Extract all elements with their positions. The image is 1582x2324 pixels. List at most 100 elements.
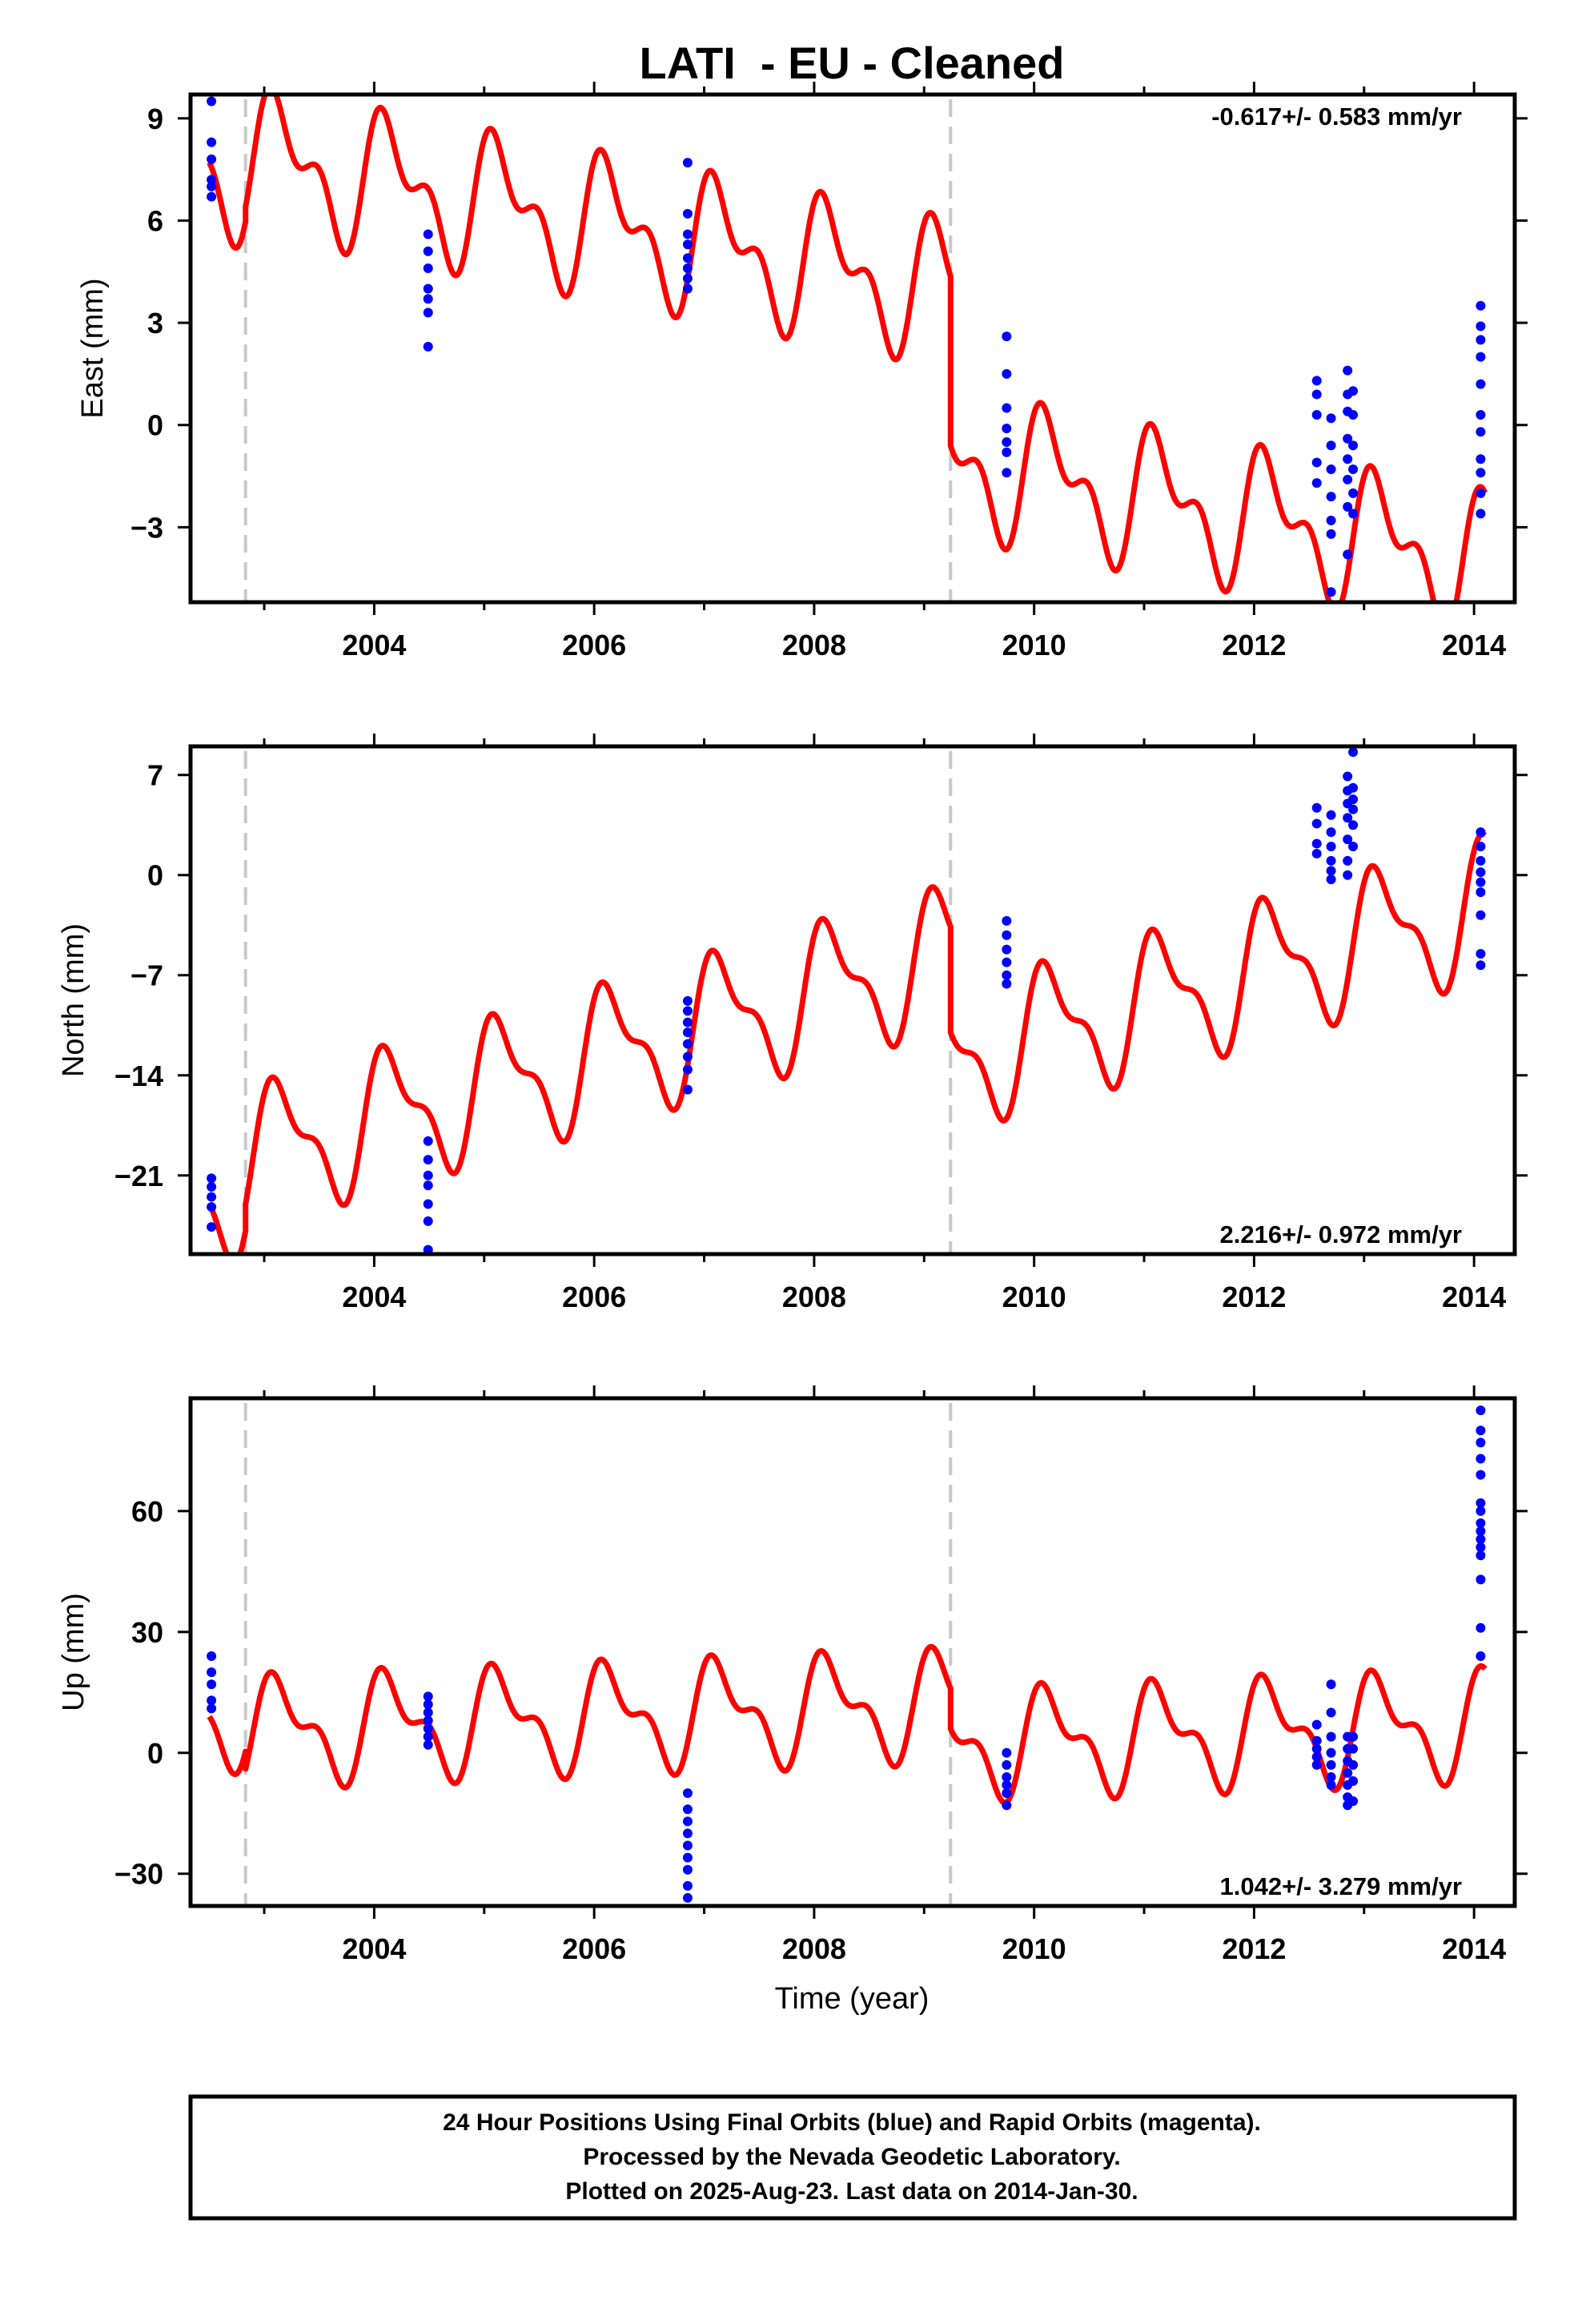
north-data-point-48 [1348, 820, 1359, 830]
up-data-point-4 [207, 1695, 217, 1706]
up-data-point-7 [423, 1699, 433, 1710]
east-data-point-45 [1343, 454, 1353, 464]
north-y-tick-label-2: 0 [147, 859, 163, 892]
up-data-point-52 [1476, 1405, 1486, 1416]
up-x-tick-label-2014: 2014 [1442, 1932, 1506, 1965]
up-data-point-10 [423, 1723, 433, 1734]
up-data-point-34 [1326, 1707, 1336, 1718]
east-x-tick-label-2010: 2010 [1002, 629, 1066, 661]
up-data-point-25 [1002, 1780, 1012, 1791]
east-data-point-65 [1476, 509, 1486, 519]
up-data-point-23 [1002, 1759, 1012, 1770]
up-data-point-35 [1326, 1731, 1336, 1742]
east-data-point-49 [1348, 386, 1359, 396]
east-data-point-7 [423, 229, 433, 239]
north-data-point-58 [1476, 960, 1486, 971]
footer-line-3: Plotted on 2025-Aug-23. Last data on 201… [565, 2178, 1138, 2205]
up-data-point-29 [1311, 1735, 1322, 1746]
east-data-point-1 [207, 96, 217, 107]
east-data-point-62 [1476, 454, 1486, 464]
up-rate-label: 1.042+/- 3.279 mm/yr [1220, 1872, 1462, 1900]
up-data-point-57 [1476, 1498, 1486, 1508]
east-data-point-32 [1311, 457, 1322, 468]
north-y-tick-label-5: −21 [114, 1160, 163, 1192]
north-data-point-3 [207, 1192, 217, 1202]
east-data-point-63 [1476, 468, 1486, 478]
east-data-point-35 [1326, 440, 1336, 451]
east-data-point-9 [423, 263, 433, 274]
north-data-point-5 [207, 1222, 217, 1232]
up-data-point-31 [1311, 1751, 1322, 1762]
north-data-point-44 [1348, 747, 1359, 758]
up-data-point-53 [1476, 1425, 1486, 1436]
north-data-point-49 [1348, 842, 1359, 852]
up-data-point-62 [1476, 1542, 1486, 1553]
east-data-point-26 [1002, 437, 1012, 448]
east-data-point-28 [1002, 468, 1012, 478]
north-data-point-42 [1343, 855, 1353, 866]
north-data-point-57 [1476, 948, 1486, 959]
east-data-point-47 [1343, 501, 1353, 512]
up-y-tick-label-2: 30 [131, 1616, 163, 1649]
north-data-point-43 [1343, 870, 1353, 880]
up-data-point-61 [1476, 1534, 1486, 1545]
north-data-point-6 [423, 1136, 433, 1146]
east-model-fit-line [207, 94, 1488, 602]
north-data-point-52 [1476, 855, 1486, 866]
up-data-point-19 [682, 1864, 693, 1875]
east-data-point-41 [1343, 365, 1353, 376]
up-data-point-56 [1476, 1470, 1486, 1480]
north-data-point-11 [423, 1216, 433, 1226]
east-data-point-8 [423, 246, 433, 256]
east-data-point-2 [207, 137, 217, 147]
up-data-point-60 [1476, 1526, 1486, 1537]
east-data-point-39 [1326, 529, 1336, 539]
east-x-tick-label-2012: 2012 [1222, 629, 1286, 661]
up-data-point-39 [1326, 1780, 1336, 1791]
north-data-point-41 [1343, 834, 1353, 845]
east-y-tick-label-5: −3 [130, 511, 163, 544]
east-data-point-31 [1311, 409, 1322, 420]
east-data-point-20 [682, 273, 693, 283]
up-data-point-65 [1476, 1622, 1486, 1633]
east-data-point-5 [207, 181, 217, 191]
up-y-tick-label-1: 60 [131, 1495, 163, 1528]
north-data-point-51 [1476, 842, 1486, 852]
up-data-point-14 [682, 1804, 693, 1815]
north-data-point-28 [1311, 818, 1322, 829]
east-data-point-55 [1476, 300, 1486, 311]
x-axis-label: Time (year) [775, 1982, 930, 2016]
north-data-point-30 [1311, 848, 1322, 858]
up-data-point-5 [207, 1703, 217, 1714]
north-x-tick-label-2014: 2014 [1442, 1281, 1506, 1313]
up-data-point-21 [682, 1892, 693, 1903]
footer-box [188, 2094, 1517, 2221]
north-panel: 2004 2006 2008 2010 2012 2014 7 0 −7 −14 −21 North … [57, 734, 1528, 1313]
up-data-point-58 [1476, 1506, 1486, 1516]
east-data-point-56 [1476, 321, 1486, 332]
east-x-tick-label-2006: 2006 [562, 629, 626, 661]
figure-title: LATI - EU - Cleaned [640, 38, 1065, 88]
east-data-point-21 [682, 283, 693, 294]
east-data-point-16 [682, 229, 693, 239]
up-data-point-20 [682, 1880, 693, 1891]
east-data-point-40 [1326, 587, 1336, 597]
up-data-point-12 [423, 1739, 433, 1750]
north-data-point-35 [1326, 866, 1336, 876]
east-rate-label: -0.617+/- 0.583 mm/yr [1211, 103, 1462, 131]
north-data-point-45 [1348, 782, 1359, 793]
up-data-point-64 [1476, 1574, 1486, 1585]
up-y-tick-label-4: −30 [114, 1858, 163, 1891]
up-data-point-17 [682, 1840, 693, 1851]
east-data-point-6 [207, 191, 217, 202]
up-data-point-6 [423, 1691, 433, 1702]
up-data-point-27 [1002, 1800, 1012, 1811]
up-data-point-33 [1326, 1679, 1336, 1690]
north-x-tick-label-2006: 2006 [562, 1281, 626, 1313]
east-y-tick-label-3: 3 [147, 307, 163, 340]
east-data-point-61 [1476, 427, 1486, 437]
east-data-point-24 [1002, 403, 1012, 413]
up-data-point-2 [207, 1667, 217, 1678]
north-data-point-10 [423, 1199, 433, 1209]
